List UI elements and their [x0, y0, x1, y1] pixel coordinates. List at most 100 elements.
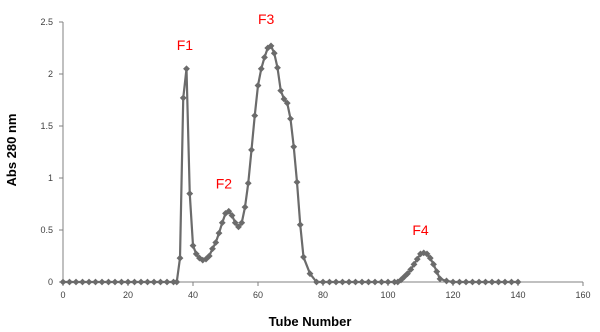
annotation-label: F1 [177, 37, 194, 53]
data-point [358, 278, 366, 286]
data-point [319, 278, 327, 286]
data-point [449, 278, 457, 286]
data-point [306, 270, 314, 278]
data-point [150, 278, 158, 286]
y-tick-label: 2.5 [40, 17, 53, 27]
data-point [436, 275, 444, 283]
series-line [63, 44, 518, 284]
data-point [495, 278, 502, 286]
data-point [225, 207, 233, 215]
data-point [111, 278, 119, 286]
series-group [59, 42, 522, 286]
data-point [482, 278, 489, 286]
data-point [508, 278, 515, 286]
data-point [410, 260, 418, 268]
x-tick-label: 140 [510, 290, 525, 300]
data-point [283, 99, 291, 107]
data-point [66, 278, 73, 286]
data-point [157, 278, 164, 286]
data-point [365, 278, 372, 286]
y-tick-label: 1.5 [40, 121, 53, 131]
data-point [264, 44, 272, 52]
data-point [105, 278, 112, 286]
data-point [173, 278, 181, 286]
data-point [345, 278, 353, 286]
data-point [430, 260, 437, 268]
data-point [124, 278, 132, 286]
data-point [394, 278, 402, 286]
data-point [413, 255, 421, 263]
data-point [228, 212, 236, 219]
axes [59, 21, 584, 286]
data-point [296, 221, 304, 229]
data-point [212, 239, 220, 246]
tick-labels: 0 20 40 60 80 100 120 140 160 0 0.5 1 1.5 2 2.5 [40, 17, 590, 300]
x-tick-label: 100 [380, 290, 395, 300]
data-point [215, 229, 223, 237]
annotation-label: F3 [258, 11, 275, 27]
data-point [189, 242, 197, 249]
data-point [326, 278, 333, 286]
data-point [433, 268, 441, 275]
data-point [72, 278, 80, 286]
data-point [179, 94, 187, 102]
data-point [426, 254, 434, 262]
x-tick-label: 160 [575, 290, 590, 300]
data-point [443, 277, 450, 285]
x-tick-label: 0 [60, 290, 65, 300]
data-point [59, 278, 67, 286]
data-point [277, 87, 285, 95]
data-point [248, 146, 255, 154]
x-axis-title: Tube Number [269, 314, 352, 329]
x-tick-label: 20 [123, 290, 133, 300]
data-point [176, 254, 184, 262]
data-point [79, 278, 86, 286]
data-point [231, 219, 239, 227]
data-point [202, 255, 210, 263]
data-point [270, 49, 278, 57]
data-point [407, 266, 415, 273]
data-point [254, 82, 262, 89]
data-point [293, 178, 301, 186]
data-point [241, 203, 249, 211]
data-point [423, 250, 431, 258]
data-point [261, 53, 268, 61]
data-point [251, 112, 259, 119]
data-point [98, 278, 106, 286]
data-point [378, 278, 385, 286]
data-point [371, 278, 379, 286]
data-point [163, 278, 171, 286]
y-tick-label: 1 [48, 173, 53, 183]
data-point [456, 278, 463, 286]
annotation-label: F2 [216, 175, 233, 191]
data-point [186, 190, 194, 197]
data-point [287, 115, 294, 123]
annotations: F1 F2 F3 F4 [177, 11, 429, 238]
data-point [205, 252, 213, 260]
data-point [192, 250, 200, 258]
x-tick-label: 80 [318, 290, 328, 300]
data-point [339, 278, 346, 286]
data-point [469, 278, 476, 286]
y-tick-label: 2 [48, 69, 53, 79]
data-point [488, 278, 496, 286]
x-tick-label: 120 [445, 290, 460, 300]
x-tick-label: 60 [253, 290, 263, 300]
data-point [235, 223, 242, 231]
data-point [280, 95, 288, 103]
data-point [183, 65, 190, 73]
data-point [131, 278, 138, 286]
data-point [218, 219, 226, 227]
y-axis-title: Abs 280 nm [4, 114, 19, 187]
data-point [244, 179, 252, 187]
data-point [404, 270, 411, 278]
data-point [397, 276, 405, 284]
annotation-label: F4 [412, 222, 429, 238]
y-tick-label: 0.5 [40, 225, 53, 235]
data-point [257, 65, 265, 73]
data-point [313, 278, 320, 286]
data-point [420, 249, 428, 257]
data-point [274, 64, 281, 72]
data-point [514, 278, 522, 286]
